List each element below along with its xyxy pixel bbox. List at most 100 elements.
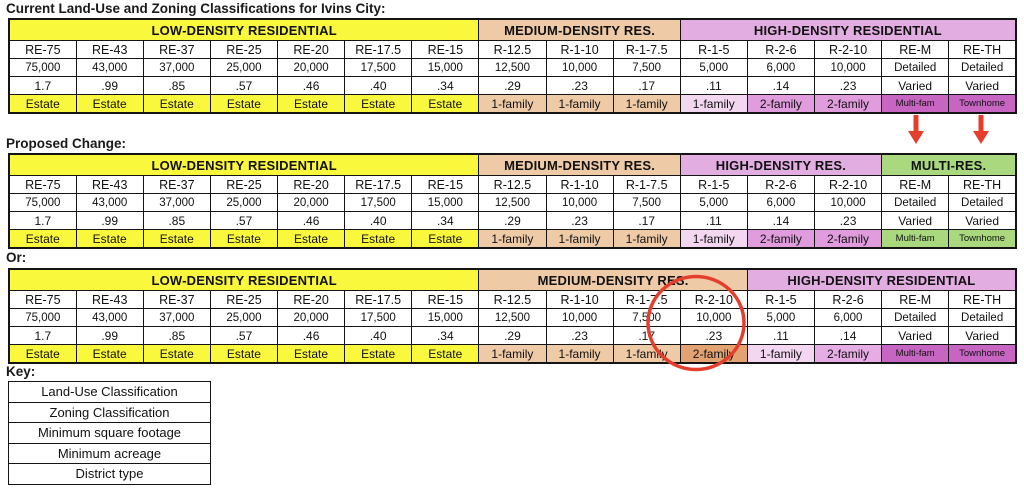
proposed-acre-cell: .17 [612, 211, 681, 230]
proposed-zoning-table: LOW-DENSITY RESIDENTIAL MEDIUM-DENSITY RE… [8, 153, 1017, 249]
current-sqft-cell: 10,000 [545, 58, 614, 77]
current-sqft-cell: 20,000 [276, 58, 346, 77]
current-zoning-cell: RE-20 [276, 40, 346, 59]
or-alternative-district-cell: Estate [142, 344, 211, 364]
or-alternative-group-header: LOW-DENSITY RESIDENTIAL [8, 268, 480, 291]
proposed-district-cell: 1-family [679, 229, 748, 249]
current-sqft-cell: Detailed [881, 58, 950, 77]
proposed-sqft-cell: 20,000 [276, 193, 346, 212]
or-alternative-zoning-cell: RE-M [881, 290, 950, 309]
or-alternative-acre-cell: .14 [813, 326, 883, 345]
current-district-cell: Estate [75, 94, 144, 114]
current-district-cell: Estate [344, 94, 413, 114]
proposed-zoning-cell: RE-37 [142, 175, 211, 194]
or-alternative-sqft-cell: 17,500 [344, 308, 413, 327]
or-alternative-group-header: HIGH-DENSITY RESIDENTIAL [746, 268, 1017, 291]
or-zoning-table-wrap: LOW-DENSITY RESIDENTIAL MEDIUM-DENSITY RE… [8, 268, 1017, 364]
proposed-zoning-cell: RE-17.5 [344, 175, 413, 194]
or-alternative-district-cell: Estate [411, 344, 480, 364]
or-alternative-zoning-cell: RE-20 [276, 290, 346, 309]
or-alternative-sqft-cell: 37,000 [142, 308, 211, 327]
or-alternative-district-cell: 1-family [612, 344, 681, 364]
current-acre-cell: .46 [276, 76, 346, 95]
or-alternative-acre-cell: .23 [545, 326, 614, 345]
current-acre-cell: .17 [612, 76, 681, 95]
or-alternative-zoning-cell: R-12.5 [478, 290, 547, 309]
or-alternative-district-cell: 1-family [545, 344, 614, 364]
current-sqft-cell: 10,000 [813, 58, 883, 77]
proposed-district-cell: 1-family [545, 229, 614, 249]
proposed-zoning-cell: R-2-10 [813, 175, 883, 194]
or-alternative-sqft-cell: 10,000 [545, 308, 614, 327]
current-district-cell: Estate [276, 94, 346, 114]
proposed-zoning-cell: R-2-6 [746, 175, 816, 194]
proposed-acre-cell: .85 [142, 211, 211, 230]
down-arrow-icon [973, 115, 989, 144]
proposed-zoning-table-wrap: LOW-DENSITY RESIDENTIAL MEDIUM-DENSITY RE… [8, 153, 1017, 249]
proposed-acre-cell: 1.7 [8, 211, 77, 230]
or-alternative-sqft-cell: 43,000 [75, 308, 144, 327]
current-district-cell: 2-family [746, 94, 816, 114]
proposed-zoning-cell: RE-15 [411, 175, 480, 194]
current-zoning-cell: RE-M [881, 40, 950, 59]
or-alternative-acre-cell: .11 [746, 326, 816, 345]
current-sqft-cell: 43,000 [75, 58, 144, 77]
proposed-zoning-cell: RE-43 [75, 175, 144, 194]
proposed-sqft-cell: 17,500 [344, 193, 413, 212]
or-alternative-acre-cell: .23 [679, 326, 748, 345]
proposed-sqft-cell: 37,000 [142, 193, 211, 212]
or-alternative-district-cell: 2-family [813, 344, 883, 364]
proposed-zoning-cell: RE-20 [276, 175, 346, 194]
proposed-acre-cell: Varied [948, 211, 1017, 230]
current-district-cell: Townhome [948, 94, 1017, 114]
proposed-acre-cell: .29 [478, 211, 547, 230]
key-row: Land-Use Classification [9, 382, 210, 403]
current-district-cell: 1-family [679, 94, 748, 114]
proposed-acre-cell: .99 [75, 211, 144, 230]
or-alternative-group-header: MEDIUM-DENSITY RES. [478, 268, 748, 291]
or-alternative-district-cell: Townhome [948, 344, 1017, 364]
current-sqft-cell: 12,500 [478, 58, 547, 77]
proposed-sqft-cell: 7,500 [612, 193, 681, 212]
key-row: Minimum square footage [9, 423, 210, 444]
current-acre-cell: .99 [75, 76, 144, 95]
current-district-cell: Multi-fam [881, 94, 950, 114]
proposed-sqft-cell: 75,000 [8, 193, 77, 212]
proposed-zoning-cell: R-1-7.5 [612, 175, 681, 194]
proposed-group-header: HIGH-DENSITY RES. [679, 153, 883, 176]
current-sqft-cell: 6,000 [746, 58, 816, 77]
or-alternative-zoning-cell: RE-75 [8, 290, 77, 309]
current-zoning-cell: RE-17.5 [344, 40, 413, 59]
key-table-title: Key: [6, 364, 36, 379]
proposed-acre-cell: .40 [344, 211, 413, 230]
current-table-title: Current Land-Use and Zoning Classificati… [6, 1, 386, 16]
or-alternative-district-cell: Multi-fam [881, 344, 950, 364]
or-alternative-zoning-cell: RE-37 [142, 290, 211, 309]
proposed-district-cell: Townhome [948, 229, 1017, 249]
or-alternative-sqft-cell: Detailed [948, 308, 1017, 327]
or-alternative-acre-cell: .34 [411, 326, 480, 345]
current-group-header: HIGH-DENSITY RESIDENTIAL [679, 18, 1017, 41]
current-zoning-cell: R-1-10 [545, 40, 614, 59]
proposed-acre-cell: .46 [276, 211, 346, 230]
proposed-zoning-cell: R-1-5 [679, 175, 748, 194]
proposed-zoning-cell: R-12.5 [478, 175, 547, 194]
or-alternative-district-cell: Estate [209, 344, 279, 364]
or-alternative-zoning-table: LOW-DENSITY RESIDENTIAL MEDIUM-DENSITY RE… [8, 268, 1017, 364]
or-alternative-acre-cell: .85 [142, 326, 211, 345]
or-alternative-sqft-cell: 5,000 [746, 308, 816, 327]
or-table-title: Or: [6, 250, 27, 265]
proposed-sqft-cell: 10,000 [813, 193, 883, 212]
or-alternative-sqft-cell: 15,000 [411, 308, 480, 327]
or-alternative-acre-cell: .57 [209, 326, 279, 345]
or-alternative-acre-cell: .46 [276, 326, 346, 345]
current-acre-cell: .57 [209, 76, 279, 95]
current-acre-cell: .14 [746, 76, 816, 95]
current-district-cell: 2-family [813, 94, 883, 114]
or-alternative-acre-cell: .99 [75, 326, 144, 345]
proposed-sqft-cell: Detailed [948, 193, 1017, 212]
current-zoning-cell: RE-75 [8, 40, 77, 59]
proposed-sqft-cell: 10,000 [545, 193, 614, 212]
key-row: Minimum acreage [9, 444, 210, 464]
current-district-cell: Estate [142, 94, 211, 114]
